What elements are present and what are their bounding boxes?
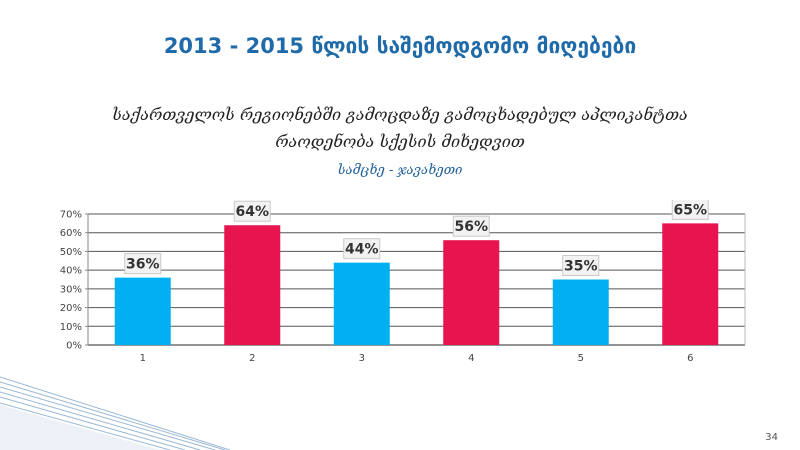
- y-tick-label: 60%: [60, 228, 82, 239]
- y-tick-label: 0%: [66, 341, 82, 352]
- data-label: 36%: [126, 257, 160, 273]
- bar: [224, 225, 281, 345]
- y-tick-label: 40%: [60, 266, 82, 277]
- x-tick-label: 1: [140, 353, 146, 364]
- data-label-box: [671, 200, 709, 220]
- decorative-corner-lines: [0, 376, 230, 450]
- data-label: 64%: [235, 204, 269, 220]
- data-label: 56%: [454, 219, 488, 235]
- bar: [443, 240, 500, 345]
- bar: [114, 277, 171, 345]
- chart-subtitle: საქართველოს რეგიონებში გამოცდაზე გამოცხა…: [60, 101, 740, 155]
- subtitle-line-1: საქართველოს რეგიონებში გამოცდაზე გამოცხა…: [112, 105, 688, 124]
- subtitle-line-2: რაოდენობა სქესის მიხედვით: [275, 132, 525, 151]
- y-tick-label: 50%: [60, 247, 82, 258]
- page-title: 2013 - 2015 წლის საშემოდგომო მიღებები: [163, 34, 637, 58]
- data-label-box: [452, 215, 490, 237]
- x-tick-label: 3: [359, 353, 365, 364]
- x-tick-label: 5: [578, 353, 584, 364]
- data-label: 65%: [673, 202, 707, 218]
- bar: [552, 279, 609, 345]
- x-tick-label: 4: [468, 353, 474, 364]
- data-label: 35%: [564, 259, 598, 275]
- x-tick-label: 2: [249, 353, 255, 364]
- region-label: სამცხე - ჯავახეთი: [337, 163, 463, 178]
- data-label: 44%: [345, 242, 379, 258]
- y-tick-label: 20%: [60, 303, 82, 314]
- data-label-box: [233, 200, 271, 222]
- bar-chart: 0% 10% 20% 30% 40% 50% 60% 70% 36% 1 64% 2 44% 3 56% 4 3…: [60, 200, 746, 364]
- page-number: 34: [765, 432, 778, 443]
- bar: [333, 262, 390, 345]
- data-label-box: [562, 255, 600, 276]
- bar: [662, 223, 719, 345]
- data-label-box: [343, 238, 381, 260]
- x-tick-label: 6: [687, 353, 693, 364]
- y-tick-label: 10%: [60, 322, 82, 333]
- y-tick-label: 30%: [60, 284, 82, 295]
- data-label-box: [124, 253, 162, 275]
- y-tick-label: 70%: [60, 210, 82, 221]
